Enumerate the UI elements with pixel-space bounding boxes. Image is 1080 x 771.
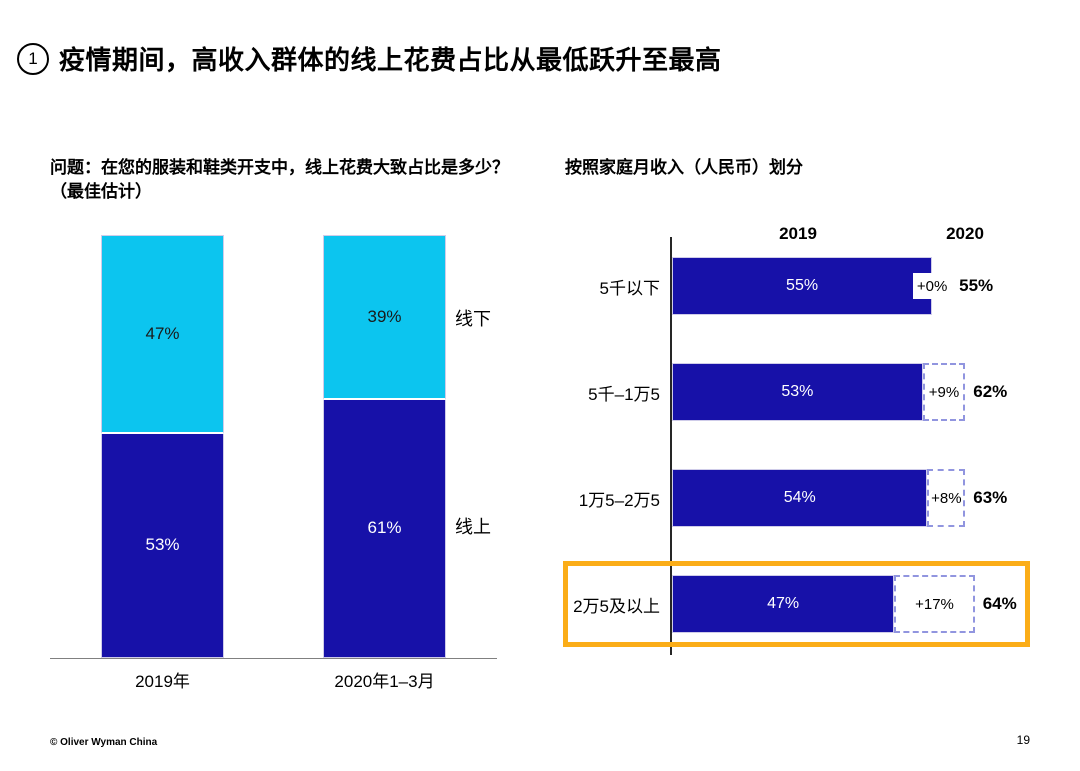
y-axis-line bbox=[670, 237, 672, 655]
category-label-2019: 2019年 bbox=[135, 672, 190, 691]
delta-label: +8% bbox=[931, 489, 962, 507]
bar-value-label: 55% bbox=[786, 277, 819, 294]
bar-row: 5千–1万5 53% +9% 62% bbox=[560, 363, 1007, 421]
online-segment-2019: 53% bbox=[101, 433, 224, 658]
segment-value-label: 47% bbox=[145, 323, 180, 343]
page-number: 19 bbox=[1016, 733, 1030, 747]
value-2020-label: 63% bbox=[973, 488, 1008, 507]
offline-segment-2020: 39% bbox=[323, 235, 446, 400]
segment-value-label: 53% bbox=[145, 535, 180, 555]
x-axis-line bbox=[50, 658, 497, 659]
bar-value-label: 53% bbox=[781, 383, 814, 400]
segment-value-label: 61% bbox=[367, 518, 402, 538]
delta-dashed-box: +8% bbox=[927, 469, 966, 527]
row-label: 5千–1万5 bbox=[588, 384, 660, 404]
bar-value-label: 47% bbox=[767, 595, 800, 612]
bar-2019: 53% bbox=[672, 363, 923, 421]
series-label-offline: 线下 bbox=[455, 309, 491, 329]
bar-2019: 54% bbox=[672, 469, 928, 527]
row-label: 1万5–2万5 bbox=[578, 490, 660, 510]
delta-label: +0% bbox=[916, 277, 948, 295]
horizontal-bar-chart: 2019 2020 5千以下 55% +0% 55% 5千–1万5 53% +9… bbox=[560, 218, 1075, 678]
delta-dashed-box: +9% bbox=[922, 363, 966, 421]
segment-value-label: 39% bbox=[367, 306, 402, 326]
column-header-2020: 2020 bbox=[946, 224, 984, 243]
value-2020-label: 62% bbox=[973, 382, 1008, 401]
bar-row: 1万5–2万5 54% +8% 63% bbox=[560, 469, 1007, 527]
delta-label: +9% bbox=[928, 383, 960, 401]
stacked-column-chart: 47% 53% 39% 61% 线下 线上 2019年 2020年1–3月 bbox=[50, 235, 520, 705]
circled-number-badge: 1 bbox=[17, 42, 49, 75]
bar-value-label: 54% bbox=[783, 489, 816, 506]
value-2020-label: 64% bbox=[982, 594, 1017, 613]
row-label: 5千以下 bbox=[599, 278, 660, 298]
copyright-text: © Oliver Wyman China bbox=[50, 737, 158, 748]
left-chart-title: 问题：在您的服装和鞋类开支中，线上花费大致占比是多少？（最佳估计） bbox=[50, 158, 509, 201]
column-header-2019: 2019 bbox=[779, 224, 817, 243]
bar-2019: 47% bbox=[672, 575, 895, 633]
bar-row-highlighted: 2万5及以上 47% +17% 64% bbox=[560, 575, 1017, 633]
delta-dashed-box: +17% bbox=[894, 575, 975, 633]
bar-2019: 55% bbox=[672, 257, 933, 315]
page-title: 疫情期间，高收入群体的线上花费占比从最低跃升至最高 bbox=[59, 45, 722, 75]
value-2020-label: 55% bbox=[959, 276, 994, 295]
badge-number: 1 bbox=[28, 48, 38, 68]
title-row: 1 疫情期间，高收入群体的线上花费占比从最低跃升至最高 bbox=[17, 40, 722, 77]
category-label-2020: 2020年1–3月 bbox=[334, 672, 435, 691]
right-chart-title: 按照家庭月收入（人民币）划分 bbox=[565, 158, 803, 177]
offline-segment-2019: 47% bbox=[101, 235, 224, 434]
stacked-bar-2019: 47% 53% bbox=[101, 235, 224, 658]
series-label-online: 线上 bbox=[455, 517, 491, 537]
online-segment-2020: 61% bbox=[323, 399, 446, 658]
delta-label: +17% bbox=[915, 595, 954, 613]
stacked-bar-2020: 39% 61% bbox=[323, 235, 446, 658]
row-label: 2万5及以上 bbox=[573, 596, 660, 616]
delta-label-box: +0% bbox=[913, 273, 952, 299]
bar-row: 5千以下 55% +0% 55% bbox=[560, 257, 993, 315]
